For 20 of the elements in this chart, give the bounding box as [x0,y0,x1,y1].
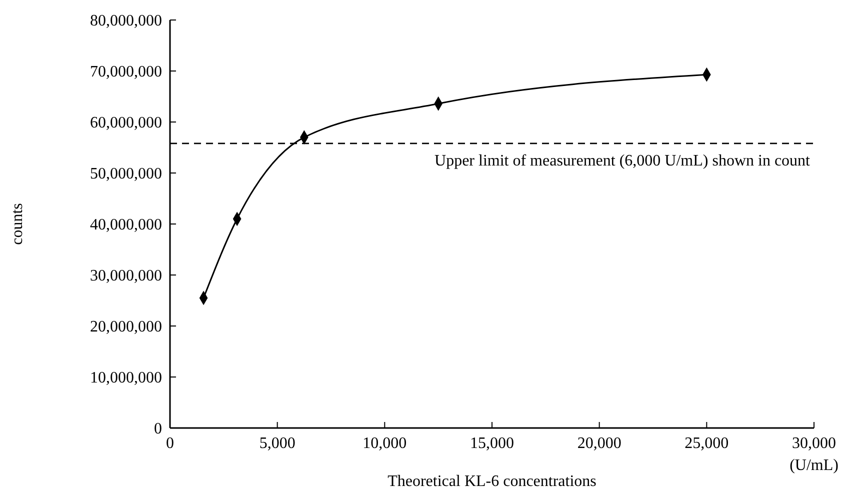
y-tick-label: 80,000,000 [90,12,162,30]
x-tick-label: 25,000 [684,435,729,452]
y-axis-title: counts [9,203,26,245]
y-tick-label: 60,000,000 [90,114,162,132]
x-tick-label: 10,000 [362,435,407,452]
x-tick-label: 5,000 [259,435,296,452]
y-tick-label: 10,000,000 [90,370,162,387]
x-axis-title: Theoretical KL-6 concentrations [388,473,596,490]
y-tick-label: 70,000,000 [90,64,162,81]
y-tick-label: 20,000,000 [90,318,162,336]
x-tick-label: 0 [166,435,174,452]
text: (U/mL) [790,457,838,474]
y-tick-label: 50,000,000 [90,166,162,183]
y-tick-label: 0 [154,420,162,438]
x-tick-label: 20,000 [577,435,622,452]
y-tick-label: 40,000,000 [90,216,162,234]
x-tick-label: 30,000 [792,435,836,452]
ref-line-label: Upper limit of measurement (6,000 U/mL) shown in count [434,152,811,170]
y-tick-label: 30,000,000 [90,268,162,285]
x-tick-label: 15,000 [470,435,514,452]
